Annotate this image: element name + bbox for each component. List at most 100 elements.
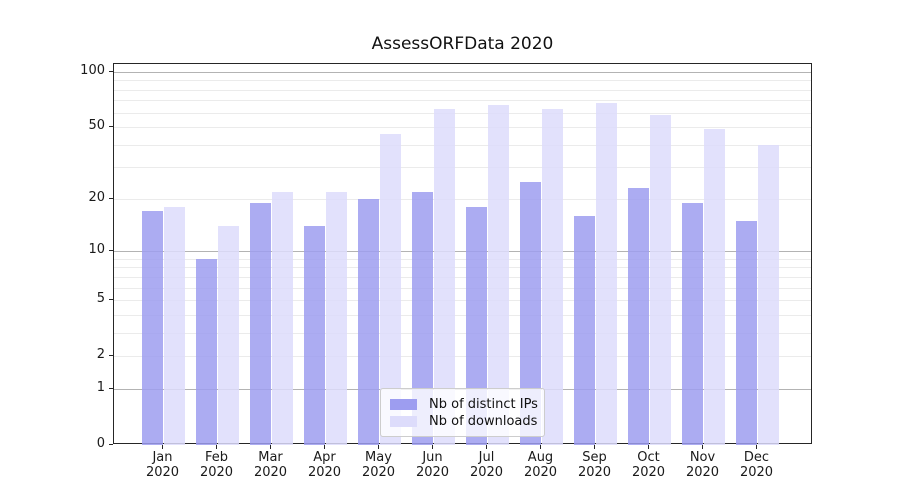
- x-tick-year: 2020: [307, 465, 342, 480]
- y-tick-label: 2: [96, 347, 105, 363]
- x-tick-mark: [216, 445, 217, 449]
- y-tick-mark: [109, 197, 113, 199]
- x-tick-mark: [702, 445, 703, 449]
- bar-downloads: [271, 191, 294, 445]
- legend-label: Nb of distinct IPs: [429, 396, 538, 412]
- x-tick-mark: [756, 445, 757, 449]
- x-tick-mark: [378, 445, 379, 449]
- bar-downloads: [595, 102, 618, 445]
- legend-item: Nb of distinct IPs: [390, 396, 538, 412]
- x-tick-mark: [540, 445, 541, 449]
- bar-distinct-ips: [681, 202, 704, 445]
- bar-downloads: [703, 128, 726, 445]
- x-tick-label: Sep 2020: [565, 450, 625, 480]
- bar-downloads: [487, 105, 510, 445]
- y-tick-mark: [109, 250, 113, 252]
- legend-item: Nb of downloads: [390, 413, 538, 429]
- x-tick-month: Nov: [689, 450, 716, 465]
- x-tick-label: Mar 2020: [241, 450, 301, 480]
- plot-area: [113, 63, 812, 445]
- y-tick-mark: [109, 444, 113, 445]
- y-tick-label: 10: [88, 242, 105, 258]
- y-minor-gridline: [114, 300, 811, 302]
- x-tick-label: Jan 2020: [133, 450, 193, 480]
- bar-distinct-ips: [249, 202, 272, 445]
- bar-distinct-ips: [303, 226, 326, 445]
- x-tick-mark: [432, 445, 433, 449]
- x-tick-year: 2020: [577, 465, 612, 480]
- y-minor-gridline: [114, 112, 811, 114]
- bar-downloads: [433, 108, 456, 445]
- x-tick-label: Nov 2020: [673, 450, 733, 480]
- y-minor-gridline: [114, 89, 811, 91]
- legend-label: Nb of downloads: [429, 413, 538, 429]
- bar-downloads: [379, 133, 402, 445]
- y-tick-mark: [109, 71, 113, 72]
- bar-downloads: [325, 191, 348, 445]
- bar-downloads: [541, 108, 564, 445]
- x-tick-mark: [324, 445, 325, 449]
- x-tick-label: Apr 2020: [295, 450, 355, 480]
- y-minor-gridline: [114, 100, 811, 102]
- x-tick-year: 2020: [415, 465, 450, 480]
- x-tick-year: 2020: [523, 465, 558, 480]
- bar-downloads: [757, 144, 780, 445]
- y-minor-gridline: [114, 356, 811, 358]
- x-tick-label: Oct 2020: [619, 450, 679, 480]
- bar-distinct-ips: [465, 207, 488, 445]
- x-tick-year: 2020: [469, 465, 504, 480]
- x-tick-label: May 2020: [349, 450, 409, 480]
- y-minor-gridline: [114, 287, 811, 289]
- y-minor-gridline: [114, 127, 811, 129]
- x-tick-mark: [162, 445, 163, 449]
- x-tick-mark: [594, 445, 595, 449]
- x-tick-label: Dec 2020: [727, 450, 787, 480]
- y-minor-gridline: [114, 167, 811, 169]
- chart-title: AssessORFData 2020: [371, 34, 554, 54]
- y-minor-gridline: [114, 258, 811, 260]
- x-tick-mark: [486, 445, 487, 449]
- x-tick-month: Jul: [478, 450, 495, 465]
- x-tick-year: 2020: [739, 465, 774, 480]
- y-minor-gridline: [114, 267, 811, 269]
- bar-downloads: [217, 226, 240, 445]
- y-minor-gridline: [114, 314, 811, 316]
- bar-distinct-ips: [519, 181, 542, 445]
- x-tick-month: Sep: [582, 450, 607, 465]
- x-tick-month: Oct: [637, 450, 660, 465]
- x-tick-month: Feb: [204, 450, 229, 465]
- bar-distinct-ips: [627, 188, 650, 445]
- x-tick-label: Jun 2020: [403, 450, 463, 480]
- y-minor-gridline: [114, 80, 811, 82]
- bar-distinct-ips: [735, 220, 758, 445]
- bar-downloads: [163, 207, 186, 445]
- y-tick-mark: [109, 299, 113, 301]
- x-tick-year: 2020: [145, 465, 180, 480]
- x-tick-month: Jun: [422, 450, 443, 465]
- y-tick-label: 1: [96, 379, 105, 395]
- x-tick-month: Dec: [743, 450, 770, 465]
- bar-distinct-ips: [411, 191, 434, 445]
- y-minor-gridline: [114, 198, 811, 200]
- x-tick-year: 2020: [685, 465, 720, 480]
- y-tick-mark: [109, 355, 113, 357]
- x-tick-year: 2020: [199, 465, 234, 480]
- x-tick-mark: [270, 445, 271, 449]
- y-tick-mark: [109, 126, 113, 128]
- x-tick-month: May: [365, 450, 392, 465]
- bar-distinct-ips: [141, 211, 164, 445]
- x-tick-label: Jul 2020: [457, 450, 517, 480]
- y-tick-label: 50: [88, 118, 105, 134]
- y-major-gridline: [114, 251, 811, 253]
- bar-distinct-ips: [573, 216, 596, 445]
- x-tick-year: 2020: [361, 465, 396, 480]
- legend: Nb of distinct IPs Nb of downloads: [380, 388, 545, 437]
- y-minor-gridline: [114, 276, 811, 278]
- legend-swatch-icon: [390, 415, 417, 427]
- legend-swatch-icon: [390, 398, 417, 410]
- y-minor-gridline: [114, 144, 811, 146]
- bar-downloads: [649, 115, 672, 445]
- y-minor-gridline: [114, 332, 811, 334]
- x-tick-month: Jan: [152, 450, 173, 465]
- x-tick-label: Feb 2020: [187, 450, 247, 480]
